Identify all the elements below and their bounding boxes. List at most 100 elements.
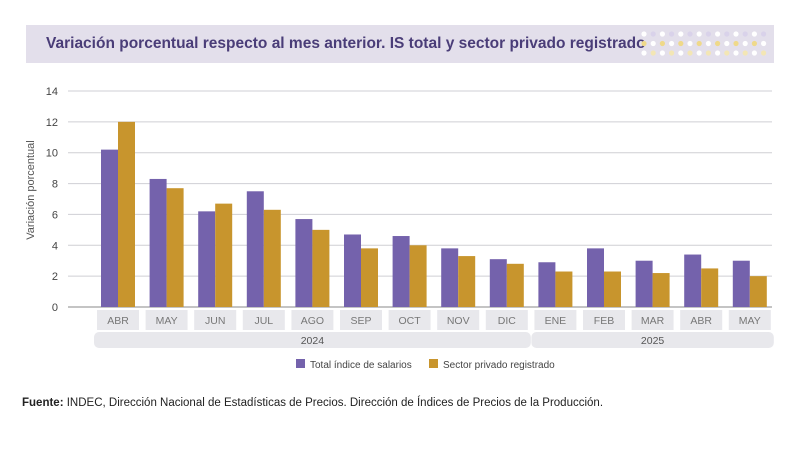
decorative-dot	[659, 40, 666, 47]
x-tick-label: MAY	[156, 315, 178, 327]
decorative-dot	[650, 31, 656, 37]
bar-total	[538, 262, 556, 307]
chart-title-bar: Variación porcentual respecto al mes ant…	[26, 25, 774, 63]
bar-total	[246, 191, 264, 307]
bar-privado	[409, 245, 427, 307]
x-tick-label: MAY	[739, 315, 761, 327]
decorative-dot	[659, 31, 666, 37]
decorative-dot	[687, 40, 693, 47]
x-tick-label: JUN	[205, 315, 225, 327]
decorative-dot	[715, 50, 721, 56]
decorative-dot	[724, 40, 730, 47]
bar-privado	[118, 121, 135, 307]
decorative-dot	[742, 50, 748, 56]
bar-privado	[749, 276, 767, 307]
decorative-dot	[751, 50, 758, 56]
decorative-dot	[641, 50, 647, 56]
chart-title: Variación porcentual respecto al mes ant…	[46, 35, 646, 52]
decorative-dot	[687, 50, 693, 56]
y-tick-label: 8	[52, 179, 58, 191]
year-band	[531, 332, 774, 348]
y-tick-label: 12	[46, 117, 58, 129]
decorative-dot	[742, 40, 748, 47]
bar-total	[198, 211, 216, 307]
decorative-dot	[742, 31, 748, 37]
category-label-bg	[291, 310, 334, 330]
bar-privado	[166, 188, 184, 307]
bar-privado	[604, 271, 621, 307]
decorative-dot	[705, 50, 712, 56]
year-band	[94, 332, 531, 348]
category-label-bg	[97, 310, 139, 330]
decorative-dot	[724, 50, 730, 56]
y-tick-label: 14	[46, 86, 58, 98]
decorative-dot	[641, 31, 647, 37]
bar-total	[344, 234, 361, 307]
decorative-dot	[733, 40, 739, 47]
decorative-dot	[650, 40, 656, 47]
y-tick-label: 6	[52, 209, 58, 221]
decorative-dot	[650, 50, 656, 56]
decorative-dot	[733, 31, 739, 37]
category-label-bg	[340, 310, 382, 330]
decorative-dot	[696, 40, 702, 47]
bar-total	[441, 248, 459, 307]
bar-total	[684, 254, 702, 307]
category-label-bg	[631, 310, 674, 330]
x-tick-label: SEP	[350, 315, 371, 327]
year-label: 2025	[641, 335, 665, 347]
x-tick-label: JUL	[254, 315, 273, 327]
decorative-dot	[659, 50, 666, 56]
bar-total	[392, 236, 410, 307]
decorative-dot	[641, 40, 647, 47]
decorative-dot	[687, 31, 693, 37]
x-tick-label: ABR	[107, 315, 129, 327]
decorative-dot	[761, 31, 767, 37]
category-label-bg	[680, 310, 723, 330]
x-tick-label: ENE	[545, 315, 567, 327]
decorative-dot	[705, 40, 712, 47]
category-label-bg	[194, 310, 237, 330]
bar-privado	[458, 256, 476, 307]
decorative-dot	[669, 50, 675, 56]
x-tick-label: NOV	[447, 315, 470, 327]
source-text: INDEC, Dirección Nacional de Estadística…	[66, 397, 604, 409]
decorative-dot	[733, 50, 739, 56]
source-label: Fuente:	[22, 397, 64, 409]
decorative-dot	[715, 40, 721, 47]
decorative-dot	[715, 31, 721, 37]
category-label-bg	[534, 310, 577, 330]
decorative-dot	[696, 31, 702, 37]
decorative-dot	[669, 40, 675, 47]
decorative-dot	[751, 40, 758, 47]
bar-privado	[555, 271, 573, 307]
bar-privado	[361, 248, 378, 307]
y-axis-label: Variación porcentual	[25, 140, 37, 239]
x-tick-label: AGO	[301, 315, 324, 327]
source-note: Fuente: INDEC, Dirección Nacional de Est…	[22, 397, 603, 409]
bar-chart: 0 2 4 6 8 10 12 14 Variación porcentual ABR MAY JUN…	[25, 86, 774, 371]
x-tick-label: ABR	[690, 315, 712, 327]
category-label-bg	[437, 310, 480, 330]
bar-privado	[215, 203, 233, 307]
decorative-dot	[705, 31, 712, 37]
bar-privado	[312, 229, 330, 307]
x-tick-label: OCT	[399, 315, 422, 327]
bar-total	[101, 149, 118, 307]
y-tick-label: 10	[46, 148, 58, 160]
bar-privado	[652, 273, 670, 307]
bar-privado	[701, 268, 719, 307]
legend-swatch	[429, 359, 438, 368]
legend-swatch	[296, 359, 305, 368]
category-label-bg	[388, 310, 431, 330]
bar-total	[635, 260, 653, 307]
bar-total	[587, 248, 604, 307]
decorative-dot	[724, 31, 730, 37]
decorative-dot	[751, 31, 758, 37]
x-tick-label: FEB	[594, 315, 614, 327]
y-tick-label: 2	[52, 271, 58, 283]
category-label-bg	[242, 310, 285, 330]
decorative-dot	[678, 50, 684, 56]
category-label-bg	[145, 310, 188, 330]
